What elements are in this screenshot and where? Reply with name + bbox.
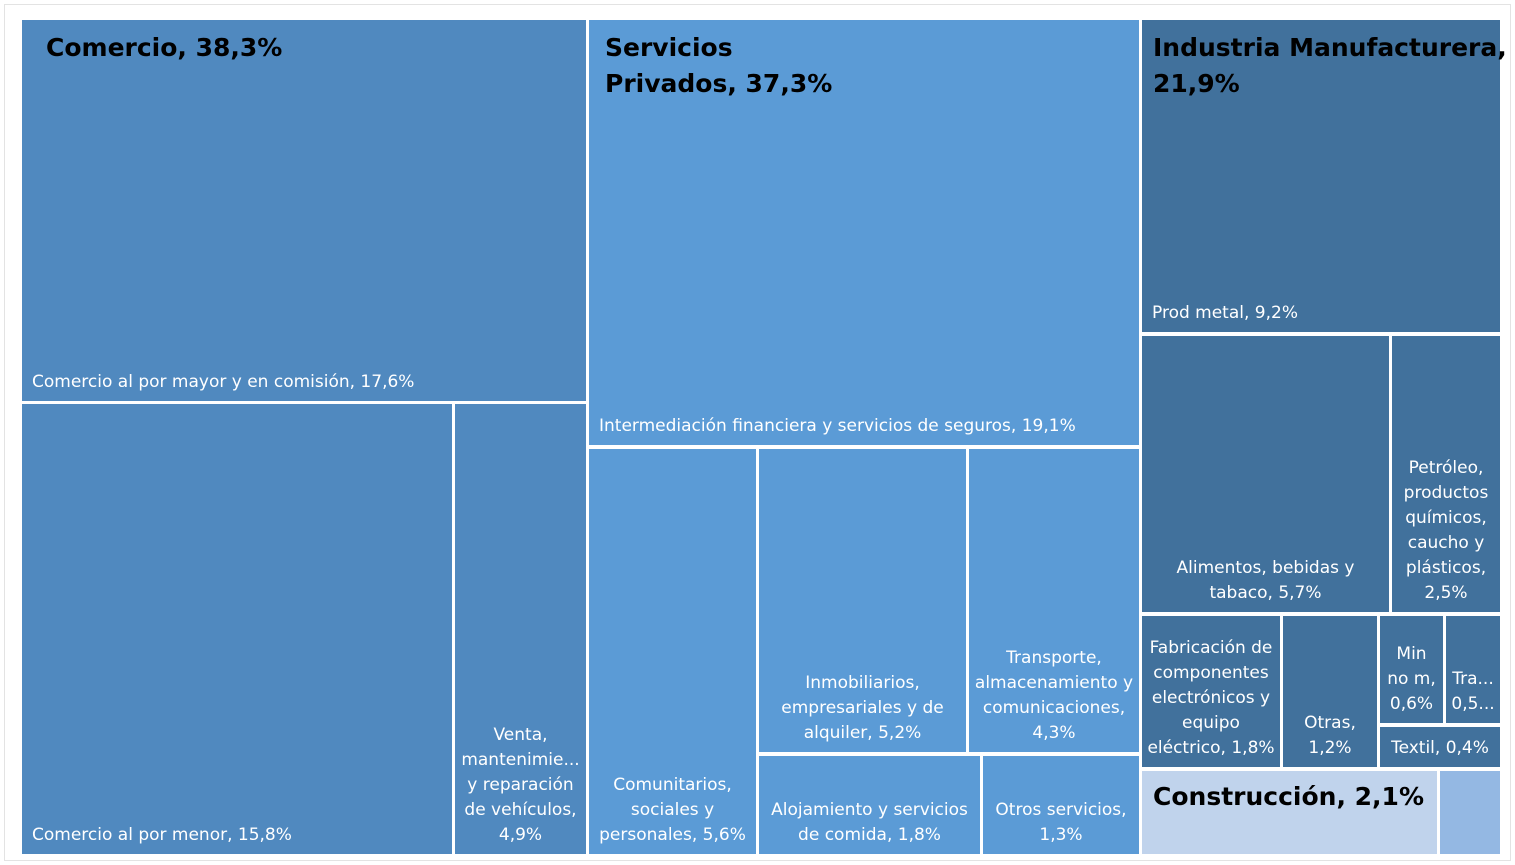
treemap-cell-comercio-al-por-mayor-y-en-comision-17-6[interactable]: Comercio al por mayor y en comisión, 17,… <box>22 20 586 401</box>
treemap-cell-label: Otros servicios, 1,3% <box>995 800 1127 845</box>
treemap-cell-prod-metal-9-2[interactable]: Prod metal, 9,2% <box>1142 20 1500 332</box>
treemap-cell-label: Alojamiento y servicios de comida, 1,8% <box>771 800 968 845</box>
treemap-cell-comercio-al-por-menor-15-8[interactable]: Comercio al por menor, 15,8% <box>22 404 452 854</box>
chart-frame <box>4 4 1511 861</box>
treemap-cell-petroleo-productos-quimicos-caucho-y-pla[interactable]: Petróleo, productos químicos, caucho y p… <box>1392 336 1500 612</box>
treemap-cell-transporte-almacenamiento-y-comunicacion[interactable]: Transporte, almacenamiento y comunicacio… <box>969 449 1139 752</box>
treemap-cell-label: Intermediación financiera y servicios de… <box>599 416 1076 436</box>
group-title-servicios-privados-37-3: Servicios Privados, 37,3% <box>605 33 833 98</box>
treemap-cell-label: Comercio al por menor, 15,8% <box>32 825 292 845</box>
treemap-cell-intermediacion-financiera-y-servicios-de[interactable]: Intermediación financiera y servicios de… <box>589 20 1139 445</box>
treemap-cell-label: Transporte, almacenamiento y comunicacio… <box>974 648 1134 743</box>
treemap-cell-label: Prod metal, 9,2% <box>1152 303 1298 323</box>
treemap-cell-textil-0-4[interactable]: Textil, 0,4% <box>1380 727 1500 767</box>
treemap-cell-alojamiento-y-servicios-de-comida-1-8[interactable]: Alojamiento y servicios de comida, 1,8% <box>759 756 980 854</box>
treemap-cell-label: Otras, 1,2% <box>1304 713 1356 758</box>
group-title-construccion-2-1: Construcción, 2,1% <box>1153 782 1424 811</box>
treemap-cell-label: Min no m, 0,6% <box>1387 644 1436 714</box>
treemap-cell-fabricacion-de-componentes-electronicos-[interactable]: Fabricación de componentes electrónicos … <box>1142 616 1280 767</box>
treemap-cell-label: Fabricación de componentes electrónicos … <box>1147 638 1275 758</box>
group-title-comercio-38-3: Comercio, 38,3% <box>46 33 283 62</box>
treemap-cell-construccion-secondary[interactable] <box>1440 771 1500 854</box>
treemap-cell-label: Alimentos, bebidas y tabaco, 5,7% <box>1176 558 1355 603</box>
treemap-cell-comunitarios-sociales-y-personales-5-6[interactable]: Comunitarios, sociales y personales, 5,6… <box>589 449 756 854</box>
treemap-cell-alimentos-bebidas-y-tabaco-5-7[interactable]: Alimentos, bebidas y tabaco, 5,7% <box>1142 336 1389 612</box>
treemap-cell-label: Tra... 0,5... <box>1451 669 1495 714</box>
treemap-cell-construccion-2-1[interactable] <box>1142 771 1437 854</box>
treemap-cell-venta-mantenimie-y-reparacion-de-vehicul[interactable]: Venta, mantenimie... y reparación de veh… <box>455 404 586 854</box>
treemap-cell-label: Inmobiliarios, empresariales y de alquil… <box>781 673 944 743</box>
treemap-cell-label: Textil, 0,4% <box>1391 738 1489 758</box>
treemap-cell-label: Comunitarios, sociales y personales, 5,6… <box>599 775 746 845</box>
treemap-cell-tra-0-5[interactable]: Tra... 0,5... <box>1446 616 1500 723</box>
treemap-cell-inmobiliarios-empresariales-y-de-alquile[interactable]: Inmobiliarios, empresariales y de alquil… <box>759 449 966 752</box>
treemap-cell-label: Comercio al por mayor y en comisión, 17,… <box>32 372 415 392</box>
treemap-cell-otros-servicios-1-3[interactable]: Otros servicios, 1,3% <box>983 756 1139 854</box>
treemap-cell-label: Venta, mantenimie... y reparación de veh… <box>461 725 580 845</box>
treemap-cell-otras-1-2[interactable]: Otras, 1,2% <box>1283 616 1377 767</box>
treemap-cell-label: Petróleo, productos químicos, caucho y p… <box>1403 458 1489 603</box>
group-title-industria-manufacturera-21-9: Industria Manufacturera, 21,9% <box>1153 33 1507 98</box>
treemap-cell-min-no-m-0-6[interactable]: Min no m, 0,6% <box>1380 616 1443 723</box>
